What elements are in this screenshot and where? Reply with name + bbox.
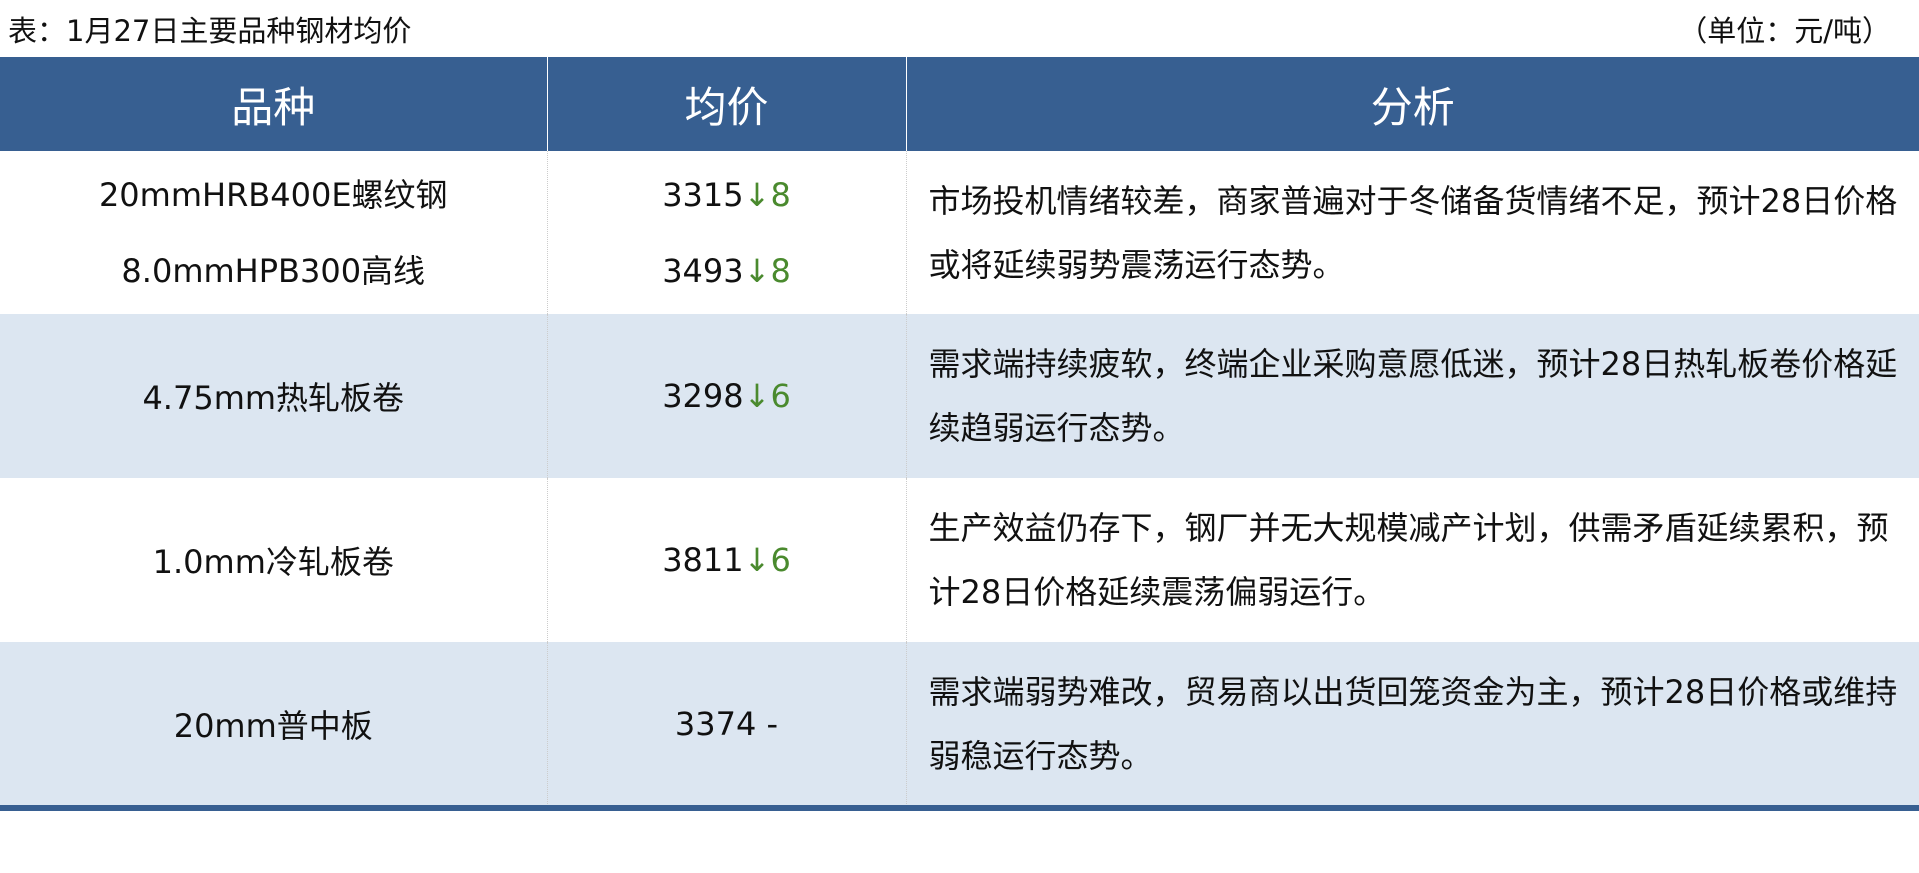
analysis-cell: 需求端持续疲软，终端企业采购意愿低迷，预计28日热轧板卷价格延续趋弱运行态势。 — [905, 314, 1919, 478]
variety-name: 20mm普中板 — [0, 642, 547, 806]
table-bottom-border — [0, 805, 1919, 811]
analysis-cell: 生产效益仍存下，钢厂并无大规模减产计划，供需矛盾延续累积，预计28日价格延续震荡… — [905, 478, 1919, 642]
header-row: 品种 均价 分析 — [0, 57, 1919, 151]
column-header-price: 均价 — [546, 57, 906, 151]
down-arrow-icon: ↓ — [743, 541, 771, 579]
price-value: 3493 — [662, 251, 744, 290]
price-value: 3374 — [674, 705, 757, 743]
price-change: 8 — [770, 175, 791, 214]
unit-label: （单位：元/吨） — [1678, 14, 1891, 48]
analysis-cell: 市场投机情绪较差，商家普遍对于冬储备货情绪不足，预计28日价格或将延续弱势震荡运… — [905, 151, 1919, 314]
variety-name: 1.0mm冷轧板卷 — [152, 543, 394, 581]
price-change: - — [766, 705, 779, 743]
table-row: 20mm普中板 3374 - 需求端弱势难改，贸易商以出货回笼资金为主，预计28… — [0, 642, 1919, 806]
variety-cell: 20mmHRB400E螺纹钢 8.0mmHPB300高线 — [0, 151, 547, 314]
price-cell: 3374 - — [546, 642, 906, 806]
price-cell: 3298↓6 — [546, 314, 906, 478]
column-header-variety: 品种 — [0, 57, 547, 151]
down-arrow-icon: ↓ — [743, 377, 771, 415]
column-header-analysis: 分析 — [905, 57, 1919, 151]
price-change: 8 — [770, 251, 791, 290]
price-value: 3298 — [662, 377, 744, 415]
table-row: 20mmHRB400E螺纹钢 8.0mmHPB300高线 3315↓8 3493… — [0, 151, 1919, 314]
price-cell: 3315↓8 3493↓8 — [546, 151, 906, 314]
price-change: 6 — [770, 541, 791, 579]
analysis-cell: 需求端弱势难改，贸易商以出货回笼资金为主，预计28日价格或维持弱稳运行态势。 — [905, 642, 1919, 806]
down-arrow-icon: ↓ — [743, 175, 771, 214]
price-cell: 3811↓6 — [546, 478, 906, 642]
down-arrow-icon: ↓ — [743, 251, 771, 290]
variety-name: 8.0mmHPB300高线 — [121, 251, 426, 290]
table-row: 1.0mm冷轧板卷 3811↓6 生产效益仍存下，钢厂并无大规模减产计划，供需矛… — [0, 478, 1919, 642]
price-change: 6 — [770, 377, 791, 415]
price-value: 3811 — [662, 541, 744, 579]
table-row: 4.75mm热轧板卷 3298↓6 需求端持续疲软，终端企业采购意愿低迷，预计2… — [0, 314, 1919, 478]
variety-name: 4.75mm热轧板卷 — [0, 314, 547, 478]
price-value: 3315 — [662, 175, 744, 214]
steel-price-table: 品种 均价 分析 20mmHRB400E螺纹钢 8.0mmHPB300高线 33… — [0, 57, 1919, 806]
table-caption: 表：1月27日主要品种钢材均价 — [8, 14, 412, 48]
variety-name: 20mmHRB400E螺纹钢 — [98, 175, 448, 214]
